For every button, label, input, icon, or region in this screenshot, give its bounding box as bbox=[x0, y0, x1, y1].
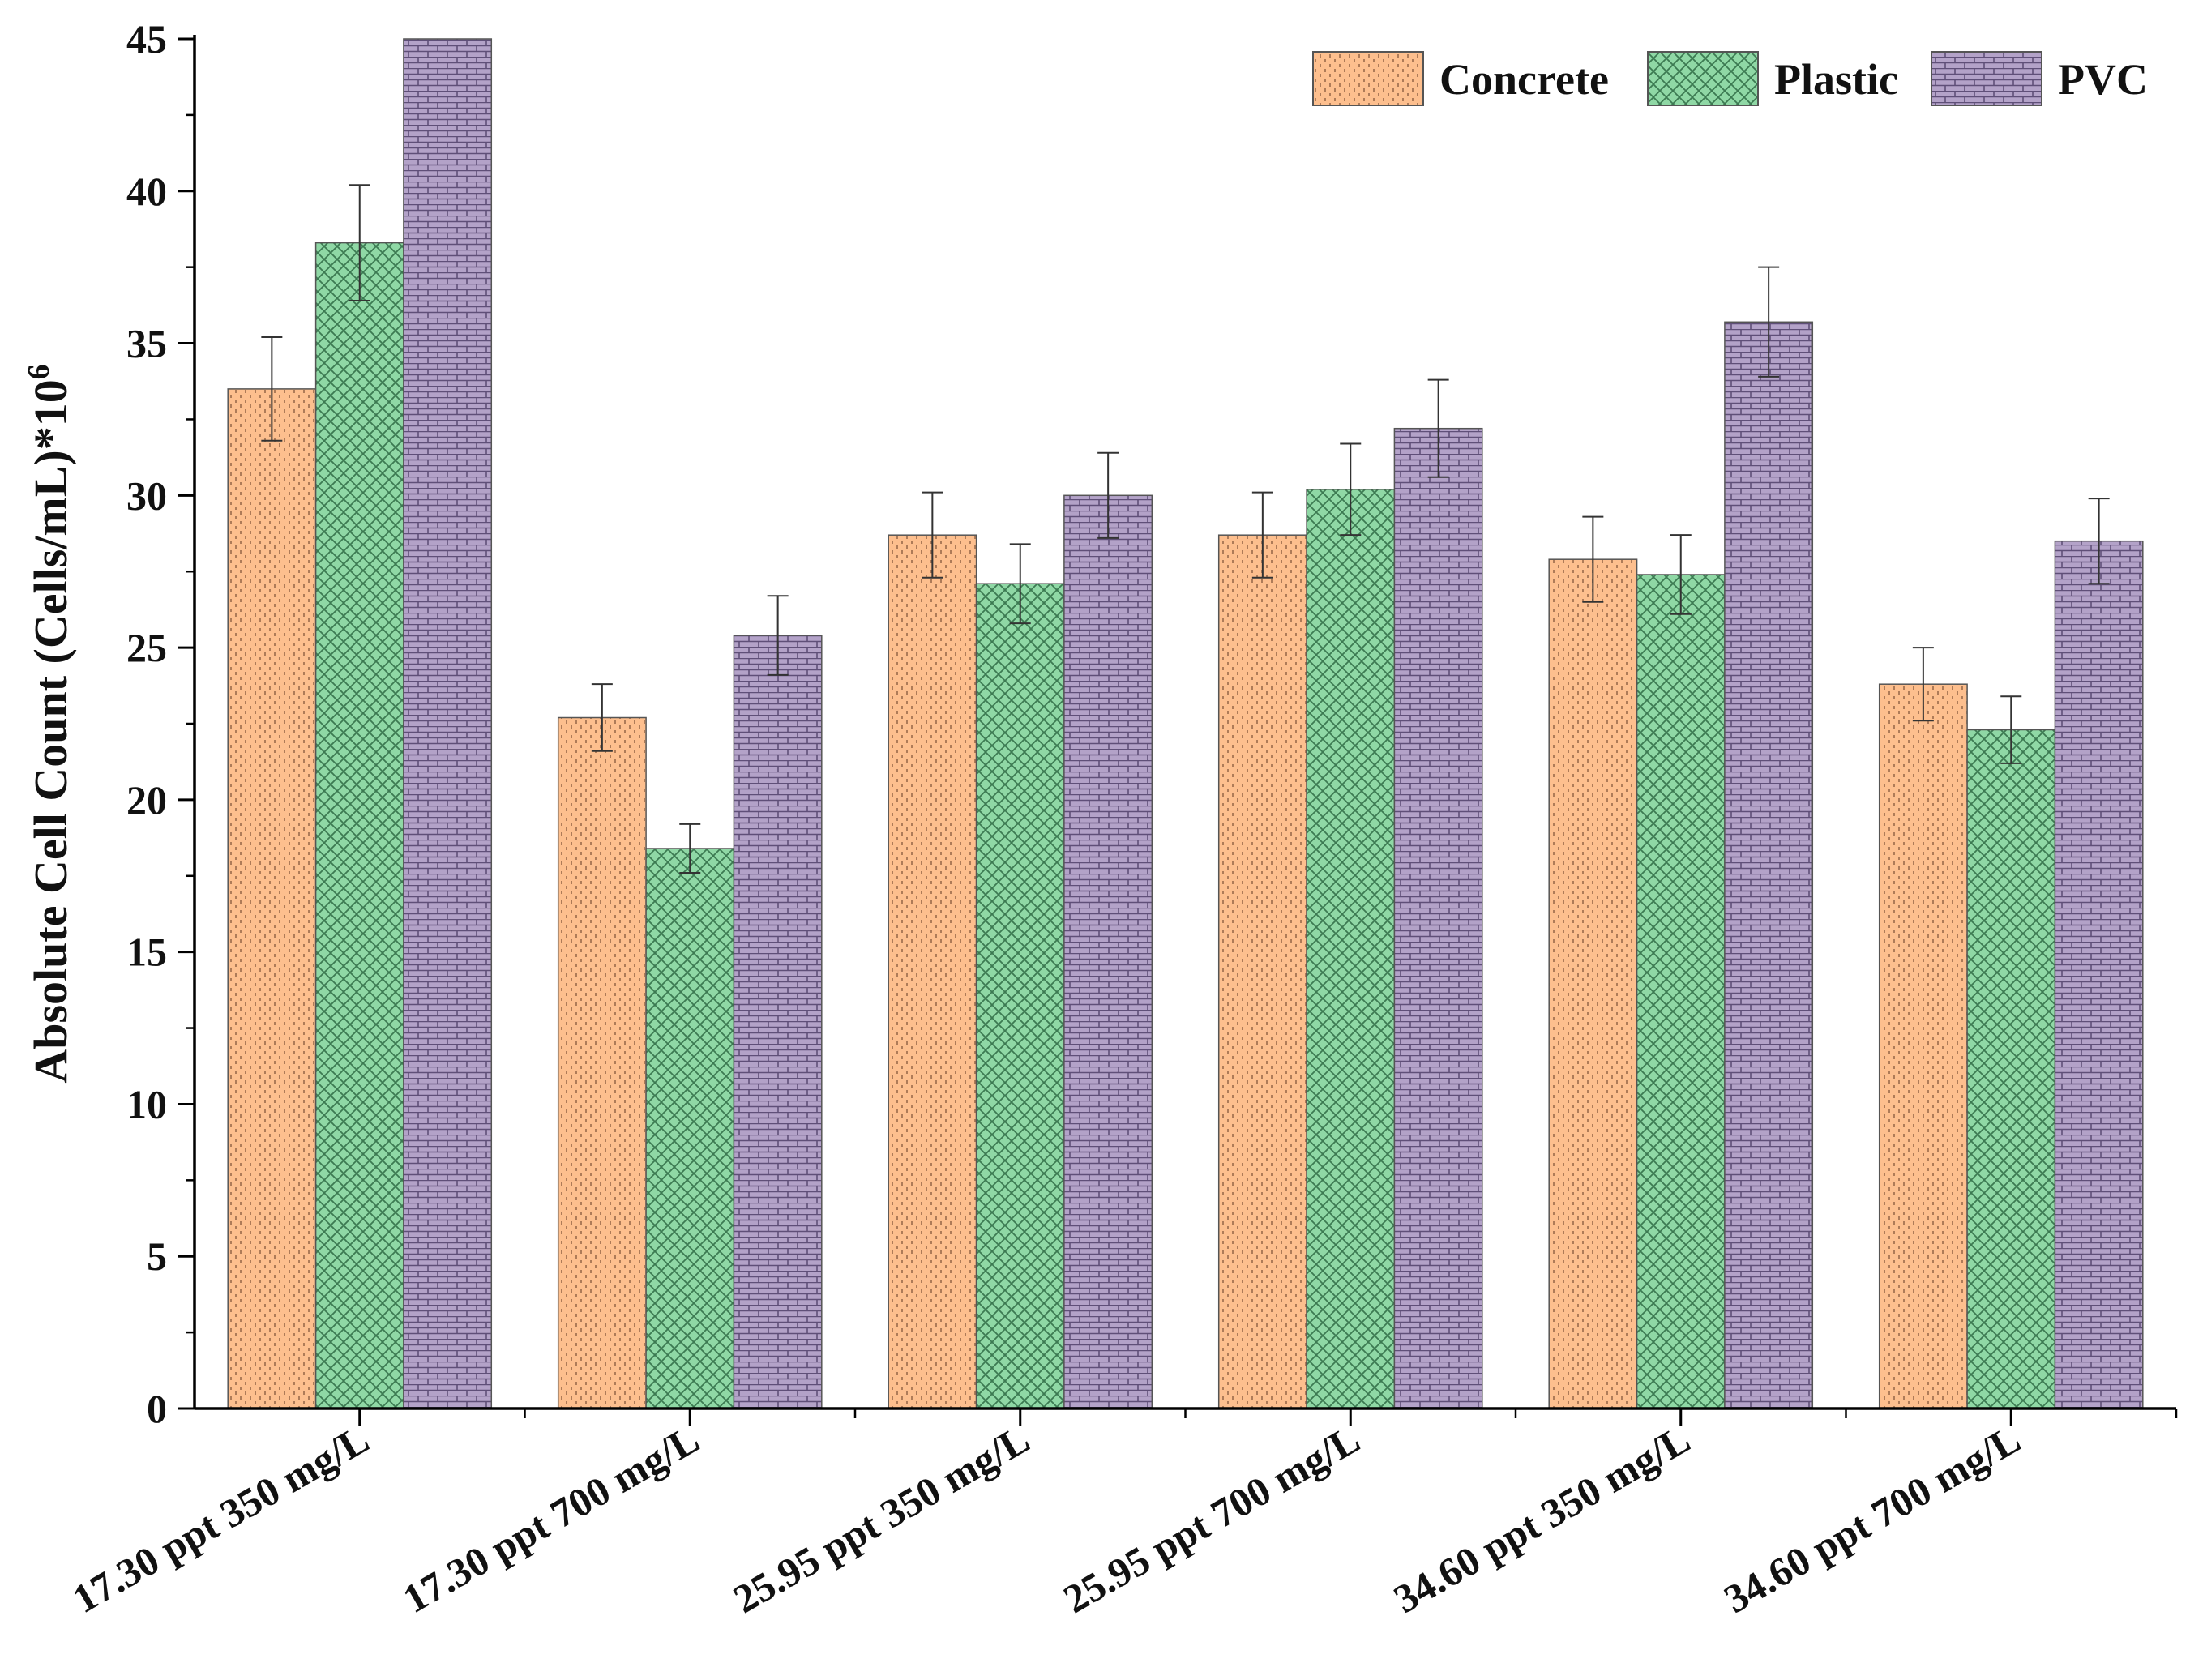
bar-concrete-5 bbox=[1878, 683, 1968, 1409]
error-bar-pvc-2 bbox=[1097, 451, 1119, 539]
error-bar-plastic-3 bbox=[1340, 442, 1362, 536]
y-tick-label: 0 bbox=[147, 1386, 167, 1431]
error-bar-plastic-5 bbox=[2000, 695, 2022, 764]
y-tick-label: 15 bbox=[126, 930, 167, 975]
error-bar-plastic-0 bbox=[349, 184, 370, 301]
y-tick-label: 25 bbox=[126, 625, 167, 670]
bar-plastic-0 bbox=[314, 242, 404, 1409]
legend-swatch-concrete bbox=[1312, 51, 1424, 106]
error-bar-pvc-5 bbox=[2088, 498, 2110, 585]
error-bar-plastic-1 bbox=[679, 823, 701, 874]
error-bar-plastic-2 bbox=[1009, 543, 1031, 625]
error-bar-plastic-4 bbox=[1670, 534, 1692, 615]
bar-plastic-2 bbox=[975, 583, 1065, 1409]
bar-pvc-3 bbox=[1393, 427, 1483, 1409]
bars-layer bbox=[227, 38, 2144, 1409]
legend-item-plastic: Plastic bbox=[1647, 51, 1898, 106]
error-bar-concrete-0 bbox=[261, 336, 283, 442]
error-bar-pvc-4 bbox=[1758, 266, 1780, 378]
y-tick-label: 35 bbox=[126, 321, 167, 366]
legend: Concrete Plastic PVC bbox=[1312, 51, 2148, 106]
x-category-label: 25.95 ppt 700 mg/L bbox=[1056, 1416, 1367, 1622]
y-tick-label: 10 bbox=[126, 1081, 167, 1126]
legend-label-concrete: Concrete bbox=[1439, 55, 1609, 104]
y-tick-label: 45 bbox=[126, 16, 167, 62]
bar-concrete-2 bbox=[888, 534, 977, 1409]
x-category-label: 17.30 ppt 700 mg/L bbox=[396, 1416, 707, 1622]
x-category-label: 17.30 ppt 350 mg/L bbox=[65, 1416, 376, 1622]
error-bar-concrete-5 bbox=[1912, 647, 1934, 722]
bar-concrete-3 bbox=[1217, 534, 1307, 1409]
bar-pvc-0 bbox=[403, 38, 493, 1409]
y-tick-label: 20 bbox=[126, 777, 167, 823]
y-axis-label: Absolute Cell Count (Cells/mL)*106 bbox=[22, 364, 77, 1083]
legend-label-pvc: PVC bbox=[2058, 55, 2148, 104]
legend-item-pvc: PVC bbox=[1931, 51, 2148, 106]
y-axis-label-text: Absolute Cell Count (Cells/mL)*10 bbox=[24, 379, 77, 1083]
legend-label-plastic: Plastic bbox=[1774, 55, 1898, 104]
bar-pvc-4 bbox=[1724, 321, 1814, 1409]
legend-swatch-plastic bbox=[1647, 51, 1759, 106]
error-bar-concrete-4 bbox=[1582, 515, 1604, 603]
y-tick-label: 40 bbox=[126, 169, 167, 214]
x-category-label: 34.60 ppt 700 mg/L bbox=[1717, 1416, 2028, 1622]
y-tick-label: 30 bbox=[126, 472, 167, 518]
error-bar-concrete-2 bbox=[922, 491, 943, 579]
bar-concrete-4 bbox=[1548, 558, 1638, 1409]
bar-pvc-5 bbox=[2054, 540, 2144, 1409]
y-tick-label: 5 bbox=[147, 1233, 167, 1279]
bar-pvc-1 bbox=[733, 635, 823, 1409]
bar-plastic-1 bbox=[645, 848, 735, 1409]
bar-plastic-3 bbox=[1306, 489, 1396, 1409]
x-category-label: 34.60 ppt 350 mg/L bbox=[1386, 1416, 1697, 1622]
y-axis-label-superscript: 6 bbox=[22, 364, 56, 379]
error-bar-pvc-1 bbox=[767, 595, 789, 676]
bar-pvc-2 bbox=[1063, 494, 1153, 1409]
bar-concrete-0 bbox=[227, 388, 317, 1409]
x-category-label: 25.95 ppt 350 mg/L bbox=[725, 1416, 1037, 1622]
error-bar-pvc-3 bbox=[1427, 378, 1449, 478]
error-bar-concrete-3 bbox=[1251, 491, 1273, 579]
bar-concrete-1 bbox=[557, 716, 647, 1409]
error-bar-concrete-1 bbox=[591, 683, 613, 752]
bar-plastic-4 bbox=[1636, 574, 1726, 1409]
legend-swatch-pvc bbox=[1931, 51, 2042, 106]
bar-plastic-5 bbox=[1966, 729, 2056, 1409]
legend-item-concrete: Concrete bbox=[1312, 51, 1609, 106]
error-bars-layer bbox=[261, 184, 2110, 874]
